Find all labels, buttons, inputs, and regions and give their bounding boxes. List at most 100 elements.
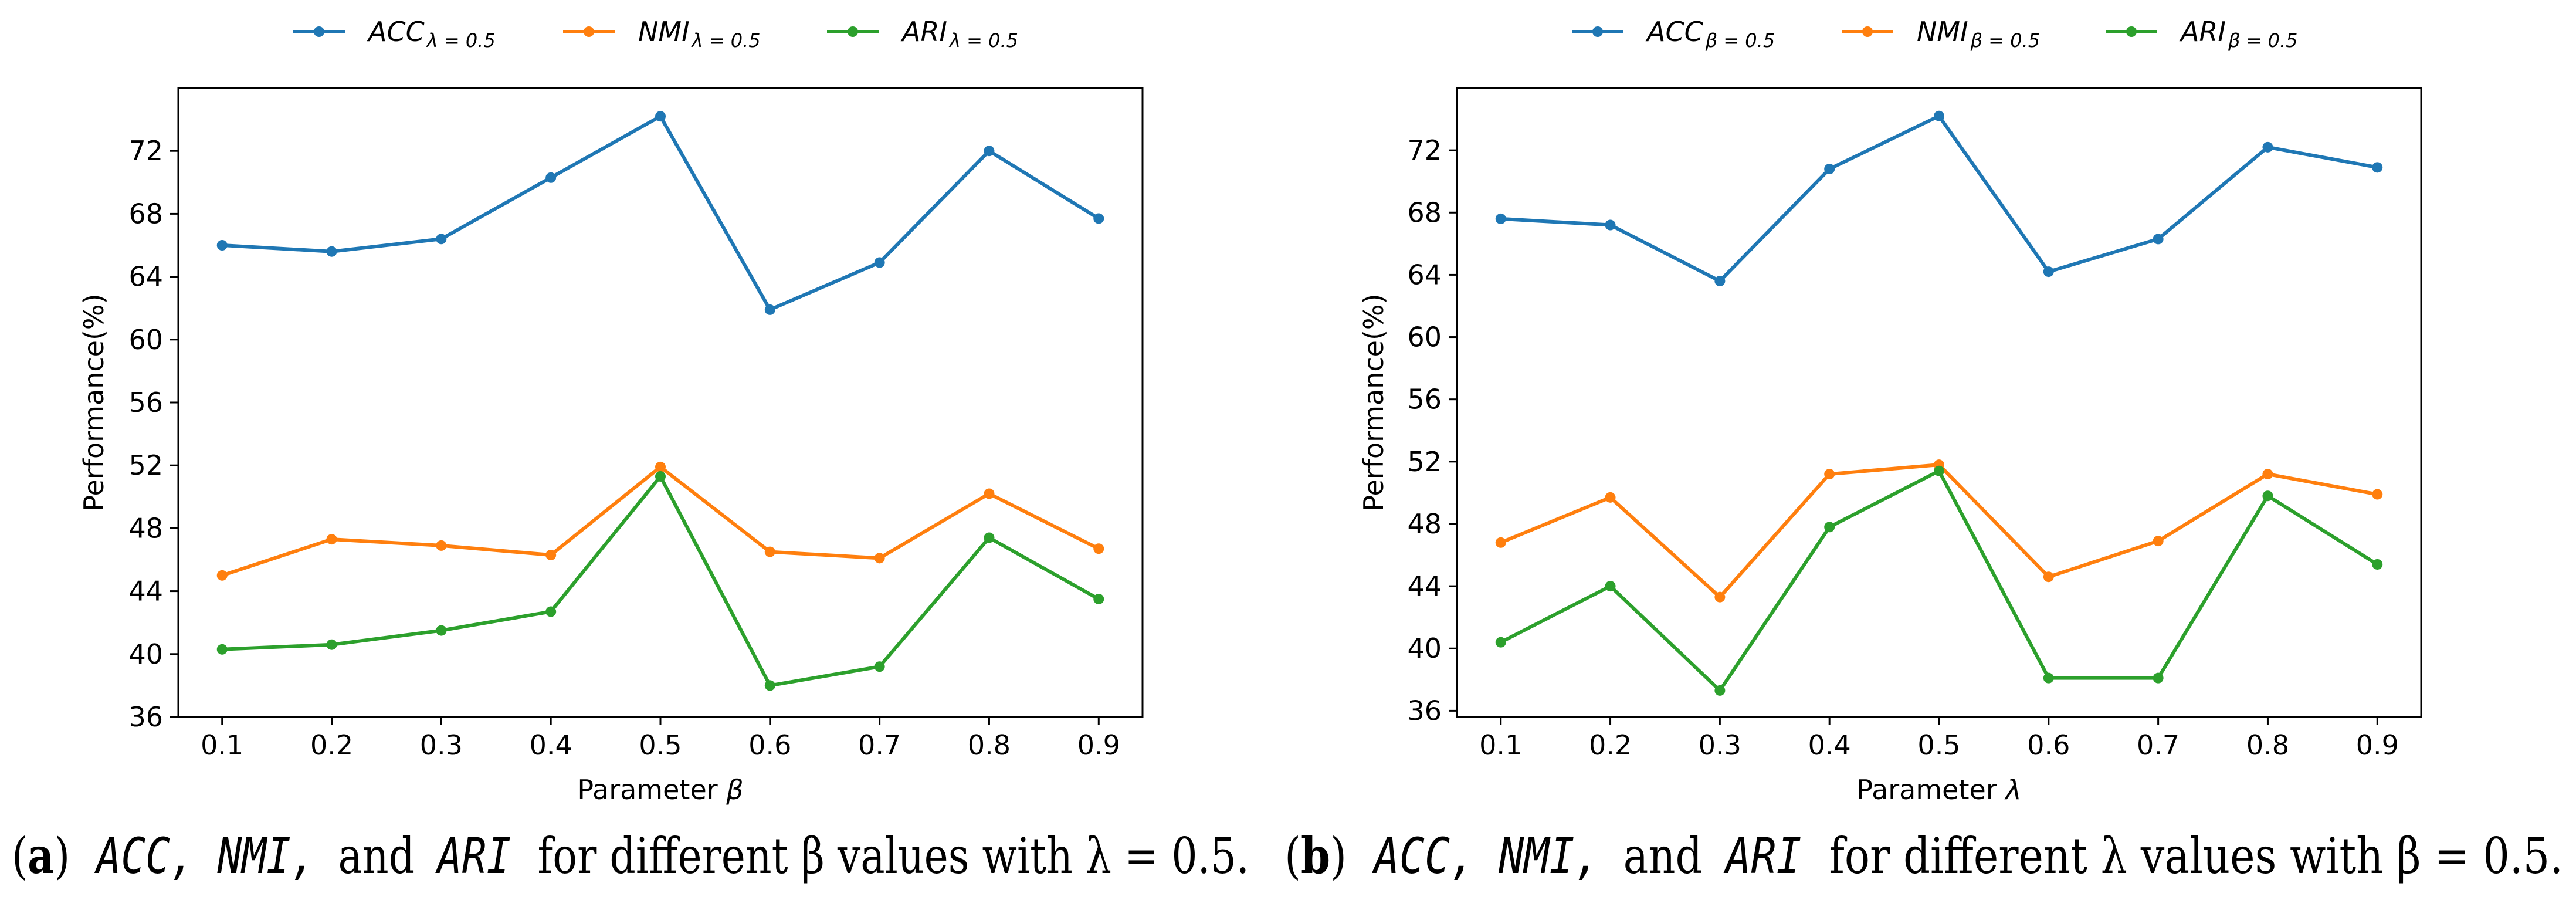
data-point-acc xyxy=(655,111,666,122)
legend-name: NMI xyxy=(1917,16,1968,48)
data-point-ari xyxy=(2153,672,2164,684)
plot-frame-a xyxy=(177,87,1144,718)
data-point-nmi xyxy=(1605,492,1616,503)
data-point-ari xyxy=(2372,559,2383,570)
data-point-nmi xyxy=(436,540,447,551)
xlabel-a: Parameter β xyxy=(577,774,743,806)
data-point-nmi xyxy=(2372,489,2383,500)
data-point-nmi xyxy=(545,549,557,560)
legend-label-acc: ACC β = 0.5 xyxy=(1645,16,1775,52)
x-tick-label: 0.9 xyxy=(1077,729,1120,761)
data-point-ari xyxy=(1824,522,1835,533)
caption-a-and: and xyxy=(338,827,415,885)
data-point-nmi xyxy=(1824,469,1835,480)
y-axis-a: 36 40 44 48 52 56 60 64 68 72 xyxy=(128,135,178,733)
caption-a-close: ) xyxy=(54,827,70,885)
x-tick-label: 0.5 xyxy=(639,729,682,761)
data-point-ari xyxy=(2262,490,2273,502)
y-tick-label: 56 xyxy=(1407,384,1442,415)
caption-a-label: a xyxy=(28,827,54,885)
data-point-nmi xyxy=(1495,537,1506,548)
data-point-ari xyxy=(2043,672,2054,684)
data-point-acc xyxy=(2153,234,2164,245)
legend-subscript: β = 0.5 xyxy=(2228,29,2297,52)
y-tick-label: 68 xyxy=(128,198,163,229)
series-group-a xyxy=(216,111,1104,691)
ylabel-a: Performance(%) xyxy=(78,293,110,511)
y-tick-label: 72 xyxy=(1407,134,1442,166)
data-point-acc xyxy=(2372,162,2383,173)
data-point-ari xyxy=(984,532,995,543)
legend-name: NMI xyxy=(638,16,690,48)
xlabel-b-prefix: Parameter xyxy=(1856,774,2005,806)
data-point-ari xyxy=(764,680,775,691)
legend-subscript: λ = 0.5 xyxy=(948,29,1018,52)
data-point-acc xyxy=(326,246,337,257)
legend-name: ARI xyxy=(900,16,947,48)
data-point-acc xyxy=(216,240,228,251)
data-point-nmi xyxy=(2153,536,2164,547)
x-tick-label: 0.4 xyxy=(530,729,572,761)
x-tick-label: 0.7 xyxy=(858,729,901,761)
legend-marker-acc xyxy=(1592,26,1603,37)
series-line-acc xyxy=(1500,114,2378,283)
data-point-nmi xyxy=(874,553,885,564)
data-point-acc xyxy=(874,257,885,268)
caption-a: (a) ACC, NMI, and ARI for different β va… xyxy=(12,827,1249,885)
data-point-acc xyxy=(2043,266,2054,278)
data-point-nmi xyxy=(2262,469,2273,480)
legend-subscript: β = 0.5 xyxy=(1970,29,2040,52)
caption-a-ari: ARI xyxy=(435,827,511,885)
y-tick-label: 40 xyxy=(1407,632,1442,664)
x-tick-label: 0.2 xyxy=(310,729,353,761)
y-tick-label: 60 xyxy=(1407,322,1442,353)
data-point-ari xyxy=(1605,581,1616,592)
data-point-acc xyxy=(436,234,447,245)
y-tick-label: 44 xyxy=(128,576,163,607)
legend-marker-ari xyxy=(2126,26,2137,37)
data-point-ari xyxy=(1495,637,1506,648)
legend-marker-nmi xyxy=(584,26,594,37)
data-point-acc xyxy=(1714,276,1726,287)
caption-b-open: ( xyxy=(1284,827,1301,885)
data-point-nmi xyxy=(655,461,666,472)
data-point-ari xyxy=(1714,685,1726,696)
series-group-b xyxy=(1495,110,2383,696)
y-tick-label: 48 xyxy=(1407,508,1442,540)
panel-a: ACC λ = 0.5 NMI λ = 0.5 ARI λ = 0.5 364044485… xyxy=(78,16,1144,806)
caption-b-label: b xyxy=(1301,827,1330,885)
y-axis-b: 36 40 44 48 52 56 60 64 68 72 xyxy=(1407,134,1457,726)
legend-marker-nmi xyxy=(1862,26,1873,37)
y-tick-label: 56 xyxy=(128,387,163,418)
legend-label-nmi: NMI β = 0.5 xyxy=(1917,16,2040,52)
legend-name: ARI xyxy=(2179,16,2226,48)
data-point-ari xyxy=(326,639,337,650)
x-tick-label: 0.8 xyxy=(2246,729,2289,761)
x-tick-label: 0.1 xyxy=(201,729,243,761)
y-tick-label: 68 xyxy=(1407,197,1442,228)
ylabel-b: Performance(%) xyxy=(1358,293,1389,511)
caption-a-open: ( xyxy=(12,827,28,885)
data-point-nmi xyxy=(2043,571,2054,583)
data-point-acc xyxy=(1495,213,1506,224)
y-tick-label: 48 xyxy=(128,512,163,544)
x-tick-label: 0.8 xyxy=(968,729,1011,761)
legend-b: ACC β = 0.5 NMI β = 0.5 ARI β = 0.5 xyxy=(1572,16,2297,52)
data-point-ari xyxy=(1934,465,1944,476)
y-tick-label: 44 xyxy=(1407,570,1442,602)
x-tick-label: 0.7 xyxy=(2137,729,2180,761)
data-point-nmi xyxy=(326,534,337,545)
data-point-acc xyxy=(764,304,775,315)
x-tick-label: 0.6 xyxy=(748,729,791,761)
legend-marker-ari xyxy=(848,26,858,37)
legend-name: ACC xyxy=(1645,16,1703,48)
data-point-acc xyxy=(984,146,995,157)
xlabel-a-prefix: Parameter xyxy=(577,774,726,806)
caption-b-and: and xyxy=(1623,827,1703,885)
caption-b-nmi: NMI, xyxy=(1498,827,1599,885)
data-point-acc xyxy=(545,172,557,183)
data-point-ari xyxy=(874,661,885,672)
data-point-ari xyxy=(545,606,557,617)
data-point-nmi xyxy=(764,546,775,557)
